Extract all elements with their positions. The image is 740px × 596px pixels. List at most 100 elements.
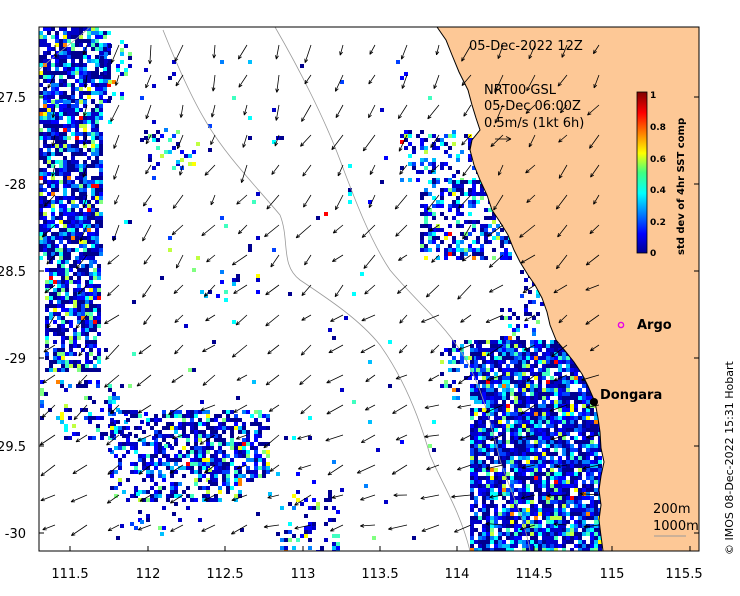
sst-pixel [80,408,84,412]
sst-pixel [83,71,87,75]
sst-pixel [476,248,480,252]
sst-pixel [79,140,83,144]
sst-pixel [428,208,432,212]
current-arrow [585,404,600,409]
sst-pixel [61,348,65,352]
sst-pixel [81,272,85,276]
sst-pixel [484,232,488,236]
sst-pixel [67,196,71,200]
sst-pixel [51,244,55,248]
sst-pixel [77,276,81,280]
current-arrow [263,524,280,529]
current-arrow [44,284,56,294]
sst-pixel [296,498,300,502]
current-arrow [82,194,88,209]
current-arrow [494,104,504,124]
sst-pixel [134,446,138,450]
sst-pixel [77,332,81,336]
sst-pixel [534,436,538,440]
sst-pixel [468,244,472,248]
sst-pixel [226,466,230,470]
sst-pixel [498,340,502,344]
sst-pixel [104,432,108,436]
sst-pixel [428,162,432,166]
sst-pixel [464,236,468,240]
sst-pixel [456,348,460,352]
sst-pixel [474,400,478,404]
sst-pixel [562,516,566,520]
sst-pixel [472,224,476,228]
sst-pixel [538,540,542,544]
sst-pixel [182,446,186,450]
sst-pixel [89,360,93,364]
sst-pixel [526,456,530,460]
current-arrow [242,134,248,148]
sst-pixel [222,466,226,470]
sst-pixel [448,252,452,256]
current-arrow [582,464,600,470]
sst-pixel [518,400,522,404]
sst-pixel [586,392,590,396]
sst-pixel [81,368,85,372]
current-arrow [304,74,312,85]
sst-pixel [83,244,87,248]
sst-pixel [542,548,546,551]
sst-pixel [93,336,97,340]
sst-pixel [538,480,542,484]
sst-pixel [61,344,65,348]
sst-pixel [292,546,296,550]
sst-pixel [460,356,464,360]
sst-pixel [490,420,494,424]
sst-pixel [96,424,100,428]
sst-pixel [452,360,456,364]
sst-pixel [574,520,578,524]
sst-pixel [43,140,47,144]
current-arrow [523,344,536,351]
current-arrow [274,134,280,147]
sst-pixel [468,154,472,158]
sst-pixel [534,412,538,416]
sst-pixel [174,494,178,498]
sst-pixel [566,460,570,464]
sst-pixel [67,176,71,180]
sst-pixel [460,352,464,356]
sst-pixel [51,95,55,99]
sst-pixel [55,112,59,116]
sst-pixel [566,428,570,432]
sst-pixel [538,496,542,500]
sst-pixel [51,212,55,216]
sst-pixel [468,200,472,204]
sst-pixel [494,536,498,540]
sst-pixel [248,136,252,140]
sst-pixel [55,216,59,220]
sst-pixel [514,404,518,408]
sst-pixel [558,404,562,408]
sst-pixel [79,208,83,212]
sst-pixel [100,408,104,412]
sst-pixel [206,490,210,494]
sst-pixel [550,404,554,408]
sst-pixel [65,308,69,312]
sst-pixel [566,444,570,448]
sst-pixel [97,308,101,312]
sst-pixel [91,208,95,212]
sst-pixel [47,148,51,152]
sst-pixel [91,100,95,104]
sst-pixel [73,360,77,364]
sst-pixel [470,464,474,468]
sst-pixel [534,388,538,392]
current-arrow [555,194,568,210]
sst-pixel [91,192,95,196]
sst-pixel [428,240,432,244]
sst-pixel [566,480,570,484]
current-arrow [304,254,312,266]
sst-pixel [468,158,472,162]
sst-pixel [79,188,83,192]
sst-pixel [480,244,484,248]
sst-pixel [65,328,69,332]
sst-pixel [510,340,514,344]
sst-pixel [522,480,526,484]
sst-pixel [502,516,506,520]
sst-pixel [494,512,498,516]
sst-pixel [502,444,506,448]
